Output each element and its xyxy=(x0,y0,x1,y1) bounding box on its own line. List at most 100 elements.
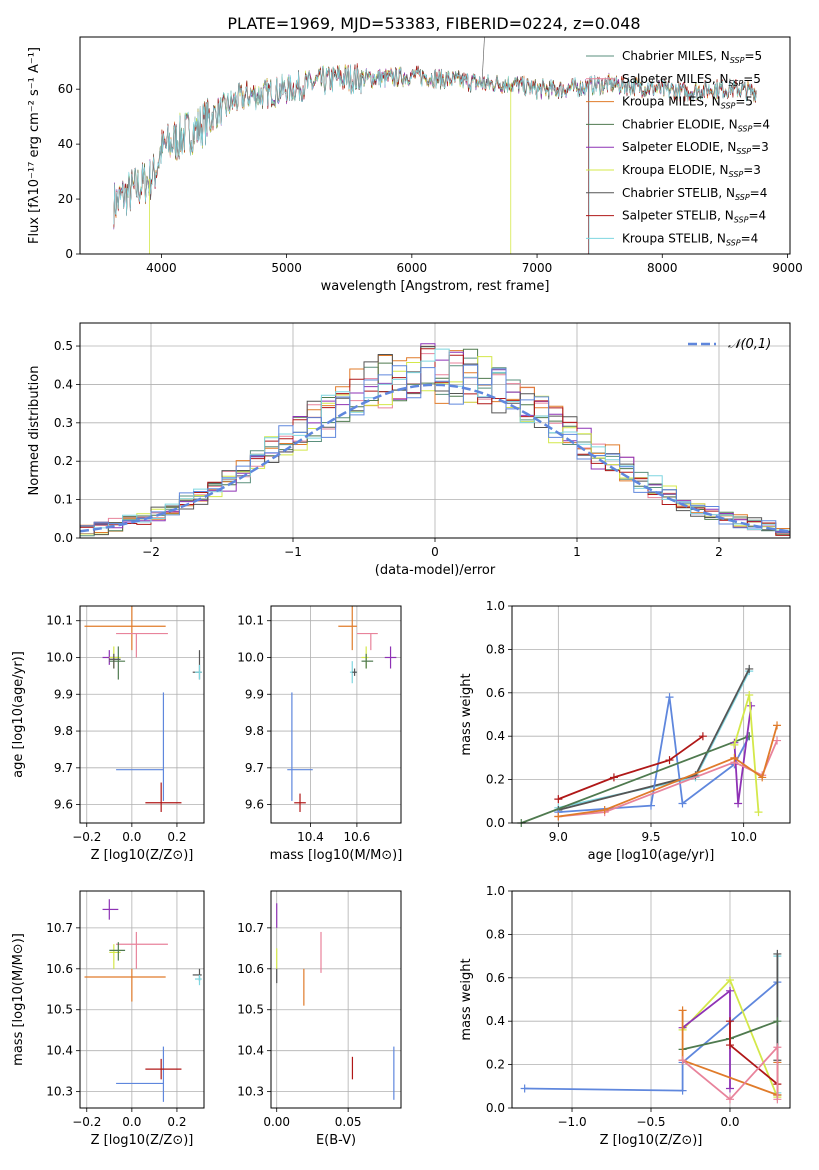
x-axis-label: Z [log10(Z/Z⊙)] xyxy=(600,1133,703,1148)
points-mass_vs_Z xyxy=(84,899,202,1102)
points-age_vs_mass xyxy=(287,606,397,812)
x-tick-label: 1 xyxy=(573,545,581,559)
y-tick-label: 0.3 xyxy=(54,416,73,430)
x-axis-label: age [log10(age/yr)] xyxy=(588,848,715,863)
x-tick-label: 0.0 xyxy=(122,1115,141,1129)
y-tick-label: 40 xyxy=(58,137,73,151)
y-tick-label: 10.3 xyxy=(237,1085,264,1099)
weight-marker xyxy=(730,753,739,762)
x-tick-label: 9000 xyxy=(772,261,803,275)
weight-marker xyxy=(520,1084,529,1093)
x-tick-label: −0.5 xyxy=(636,1115,665,1129)
spectrum-kroupa-stelib xyxy=(113,64,757,225)
y-tick-label: 9.6 xyxy=(54,798,73,812)
x-tick-label: 8000 xyxy=(647,261,678,275)
y-tick-label: 10.1 xyxy=(237,614,264,628)
weight-marker xyxy=(678,1086,687,1095)
weight-marker xyxy=(725,1095,734,1104)
y-tick-label: 10.4 xyxy=(237,1044,264,1058)
weight-marker xyxy=(730,740,739,749)
axes-frame xyxy=(270,605,402,824)
y-tick-label: 60 xyxy=(58,82,73,96)
y-tick-label: 0.0 xyxy=(486,816,505,830)
weight-line xyxy=(733,705,752,804)
x-tick-label: −1.0 xyxy=(557,1115,586,1129)
x-tick-label: 0.2 xyxy=(167,1115,186,1129)
legend-entry: Kroupa MILES, NSSP=5 xyxy=(622,95,753,111)
legend-entry: Chabrier MILES, NSSP=5 xyxy=(622,49,762,65)
y-tick-label: 10.6 xyxy=(237,962,264,976)
x-tick-label: 0.05 xyxy=(335,1115,362,1129)
x-tick-label: 10.4 xyxy=(297,830,324,844)
figure-title: PLATE=1969, MJD=53383, FIBERID=0224, z=0… xyxy=(227,14,640,33)
x-tick-label: 0.0 xyxy=(720,1115,739,1129)
axes-residuals: −2 −1 0 1 2 0.0 0.1 0.2 0.3 0.4 0.5 (data-model)/er… xyxy=(27,323,790,578)
weight-marker xyxy=(725,1041,734,1050)
axes-mass_vs_Z: −0.2 0.0 0.2 10.3 10.4 10.5 10.6 10.7 Z [log10(Z… xyxy=(11,891,204,1148)
weight-marker xyxy=(773,721,782,730)
y-tick-label: 10.5 xyxy=(237,1003,264,1017)
legend-entry: Chabrier ELODIE, NSSP=4 xyxy=(622,117,770,133)
weight-marker xyxy=(665,693,674,702)
weight-marker xyxy=(678,1056,687,1065)
x-axis-label: Z [log10(Z/Z⊙)] xyxy=(91,1133,194,1148)
y-tick-label: 0.4 xyxy=(486,729,505,743)
weight-marker xyxy=(678,799,687,808)
weight-marker xyxy=(734,799,743,808)
weight-marker xyxy=(665,756,674,765)
weight-marker xyxy=(773,736,782,745)
weight-line xyxy=(557,735,704,800)
x-tick-label: 0 xyxy=(431,545,439,559)
x-tick-label: 0.0 xyxy=(122,830,141,844)
y-tick-label: 9.7 xyxy=(54,761,73,775)
points-age_vs_Z xyxy=(84,606,202,812)
axes-frame xyxy=(79,890,205,1109)
weight-marker xyxy=(745,664,754,673)
spectrum-lines xyxy=(113,37,757,254)
y-tick-label: 9.9 xyxy=(245,687,264,701)
y-tick-label: 0.0 xyxy=(54,531,73,545)
axes-mass_vs_ebv: 0.00 0.05 10.3 10.4 10.5 10.6 10.7 E(B-V) xyxy=(237,891,401,1148)
axes-age_vs_Z: −0.2 0.0 0.2 9.6 9.7 9.8 9.9 10.0 10.1 Z [log10(Z… xyxy=(11,606,204,863)
series-weight_vs_Z xyxy=(520,949,782,1104)
weight-line xyxy=(558,696,750,813)
x-tick-label: −0.2 xyxy=(72,1115,101,1129)
x-axis-label: Z [log10(Z/Z⊙)] xyxy=(91,848,194,863)
axes-frame xyxy=(511,605,791,824)
weight-marker xyxy=(773,1043,782,1052)
y-tick-label: 1.0 xyxy=(486,599,505,613)
y-tick-label: 9.8 xyxy=(245,724,264,738)
legend-entry: Kroupa STELIB, NSSP=4 xyxy=(622,231,758,247)
axes-frame xyxy=(79,36,791,255)
y-tick-label: 10.0 xyxy=(46,650,73,664)
axes-weight_vs_age: 9.0 9.5 10.0 0.0 0.2 0.4 0.6 0.8 1.0 age [log10(a… xyxy=(459,599,790,863)
weight-marker xyxy=(647,801,655,810)
y-tick-label: 0 xyxy=(65,247,73,261)
histograms xyxy=(80,343,790,538)
y-axis-label: mass weight xyxy=(459,958,474,1040)
y-tick-label: 10.4 xyxy=(46,1044,73,1058)
x-tick-label: −2 xyxy=(142,545,160,559)
y-tick-label: 9.7 xyxy=(245,761,264,775)
weight-marker xyxy=(678,1006,687,1015)
axes-frame xyxy=(79,605,205,824)
weight-marker xyxy=(725,986,734,995)
weight-marker xyxy=(554,795,563,804)
x-tick-label: 4000 xyxy=(146,261,177,275)
y-tick-label: 1.0 xyxy=(486,884,505,898)
x-tick-label: −0.2 xyxy=(72,830,101,844)
y-tick-label: 0.4 xyxy=(486,1014,505,1028)
y-tick-label: 9.8 xyxy=(54,724,73,738)
x-tick-label: 0.00 xyxy=(263,1115,290,1129)
y-tick-label: 10.7 xyxy=(237,921,264,935)
y-tick-label: 0.6 xyxy=(486,686,505,700)
plot-layer: 4000 5000 6000 7000 8000 90000204060wavelengt… xyxy=(11,36,803,1148)
y-tick-label: 10.3 xyxy=(46,1085,73,1099)
legend-entry: Salpeter STELIB, NSSP=4 xyxy=(622,209,766,225)
y-tick-label: 0.6 xyxy=(486,971,505,985)
y-tick-label: 0.4 xyxy=(54,377,73,391)
y-tick-label: 0.2 xyxy=(486,773,505,787)
axes-frame xyxy=(79,322,791,539)
weight-line xyxy=(682,1044,779,1101)
legend-entry: Salpeter MILES, NSSP=5 xyxy=(622,72,761,88)
